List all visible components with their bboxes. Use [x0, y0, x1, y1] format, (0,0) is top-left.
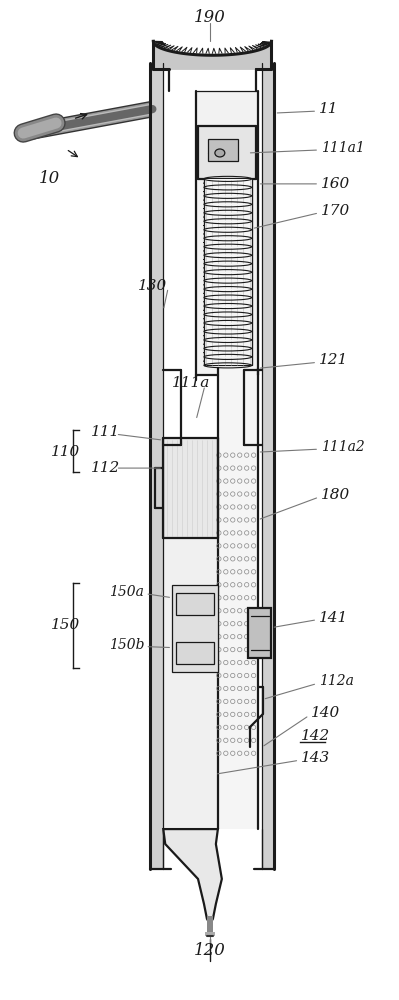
- Text: 111a2: 111a2: [321, 440, 365, 454]
- Text: 150: 150: [51, 618, 80, 632]
- Text: 143: 143: [301, 751, 330, 765]
- Bar: [262, 63, 275, 869]
- Bar: [208, 139, 238, 161]
- Text: 180: 180: [321, 488, 350, 502]
- Polygon shape: [153, 41, 271, 69]
- Text: 111a: 111a: [172, 376, 211, 390]
- Text: 10: 10: [39, 170, 60, 187]
- Polygon shape: [208, 139, 238, 161]
- Text: 170: 170: [321, 204, 350, 218]
- Bar: [150, 63, 163, 869]
- Bar: [172, 585, 218, 672]
- Bar: [205, 932, 215, 936]
- Text: 11: 11: [319, 102, 339, 116]
- Text: 120: 120: [194, 942, 226, 959]
- Polygon shape: [163, 829, 222, 924]
- Bar: [204, 179, 252, 365]
- Text: 190: 190: [194, 9, 226, 26]
- Bar: [248, 608, 271, 658]
- Bar: [163, 538, 218, 829]
- Text: 160: 160: [321, 177, 350, 191]
- Bar: [218, 368, 258, 829]
- Bar: [163, 438, 218, 538]
- Text: 150b: 150b: [109, 638, 144, 652]
- Text: 140: 140: [311, 706, 340, 720]
- Bar: [207, 916, 213, 936]
- Text: 150a: 150a: [109, 585, 144, 599]
- Bar: [172, 585, 218, 672]
- Text: 111: 111: [91, 425, 120, 439]
- Bar: [176, 642, 214, 664]
- Bar: [248, 608, 271, 658]
- Text: 141: 141: [319, 611, 348, 625]
- Text: 121: 121: [319, 353, 348, 367]
- Bar: [176, 593, 214, 615]
- Text: 130: 130: [138, 279, 168, 293]
- Bar: [198, 126, 256, 179]
- Text: 110: 110: [51, 445, 80, 459]
- Text: 112a: 112a: [319, 674, 354, 688]
- Ellipse shape: [215, 149, 225, 157]
- Text: 111a1: 111a1: [321, 141, 365, 155]
- Bar: [196, 91, 258, 375]
- Text: 142: 142: [301, 729, 330, 743]
- Bar: [204, 179, 252, 365]
- Text: 112: 112: [91, 461, 120, 475]
